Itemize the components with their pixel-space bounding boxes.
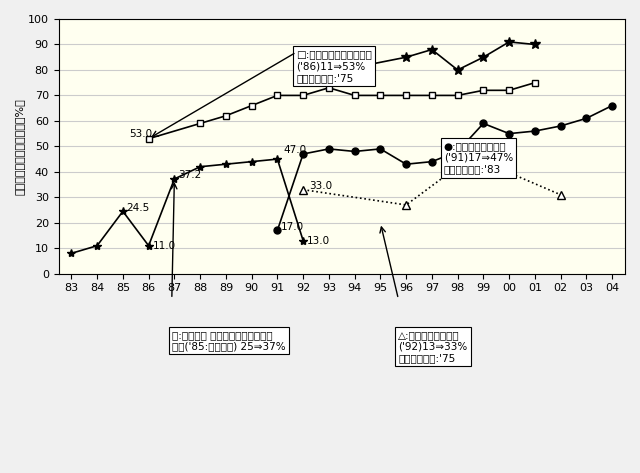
Text: ●:イギリス法制度化
('91)17⇒47%
前席法制度化:'83: ●:イギリス法制度化 ('91)17⇒47% 前席法制度化:'83 xyxy=(444,141,513,175)
Text: ＊:アメリカ カリフォルニア州法制
度化('85:全席同時) 25⇒37%: ＊:アメリカ カリフォルニア州法制 度化('85:全席同時) 25⇒37% xyxy=(172,330,285,351)
Text: 33.0: 33.0 xyxy=(310,181,333,191)
Text: 53.0: 53.0 xyxy=(129,130,152,140)
Text: 47.0: 47.0 xyxy=(284,145,307,155)
Text: 17.0: 17.0 xyxy=(281,222,305,232)
Text: △:オランダ法制度化
('92)13⇒33%
前席法制度化:'75: △:オランダ法制度化 ('92)13⇒33% 前席法制度化:'75 xyxy=(398,330,468,363)
Text: 37.2: 37.2 xyxy=(178,170,202,180)
Text: 24.5: 24.5 xyxy=(127,202,150,212)
Text: 11.0: 11.0 xyxy=(152,241,175,251)
Text: 13.0: 13.0 xyxy=(307,236,330,245)
Text: □:スウェーデン法制度化
('86)11⇒53%
前席法制度化:'75: □:スウェーデン法制度化 ('86)11⇒53% 前席法制度化:'75 xyxy=(296,50,372,83)
Y-axis label: 後席シートベルト着用率（%）: 後席シートベルト着用率（%） xyxy=(15,98,25,195)
